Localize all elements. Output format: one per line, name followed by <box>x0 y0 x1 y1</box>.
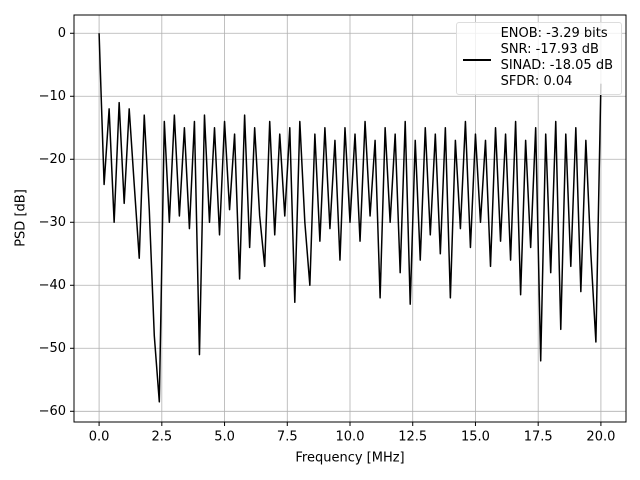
y-tick-label: −30 <box>39 215 66 230</box>
x-tick-label: 10.0 <box>336 430 365 445</box>
y-tick-label: −60 <box>39 404 66 419</box>
x-tick-label: 12.5 <box>398 430 427 445</box>
x-tick-label: 20.0 <box>586 430 615 445</box>
x-tick-label: 7.5 <box>277 430 298 445</box>
y-tick-label: −50 <box>39 341 66 356</box>
legend-label: ENOB: -3.29 bits SNR: -17.93 dB SINAD: -… <box>500 26 613 89</box>
x-tick-label: 5.0 <box>214 430 235 445</box>
legend-swatch <box>462 59 491 61</box>
legend: ENOB: -3.29 bits SNR: -17.93 dB SINAD: -… <box>455 22 622 95</box>
y-tick-label: −40 <box>39 278 66 293</box>
data-line <box>98 33 602 403</box>
plot-frame <box>73 14 627 423</box>
x-tick-label: 0.0 <box>89 430 110 445</box>
y-tick-label: −10 <box>39 89 66 104</box>
x-tick-label: 17.5 <box>524 430 553 445</box>
x-tick-label: 15.0 <box>461 430 490 445</box>
y-axis-label: PSD [dB] <box>14 189 29 247</box>
y-tick-label: −20 <box>39 152 66 167</box>
x-axis-label: Frequency [MHz] <box>295 451 404 466</box>
y-tick-label: 0 <box>58 26 66 41</box>
x-tick-label: 2.5 <box>151 430 172 445</box>
